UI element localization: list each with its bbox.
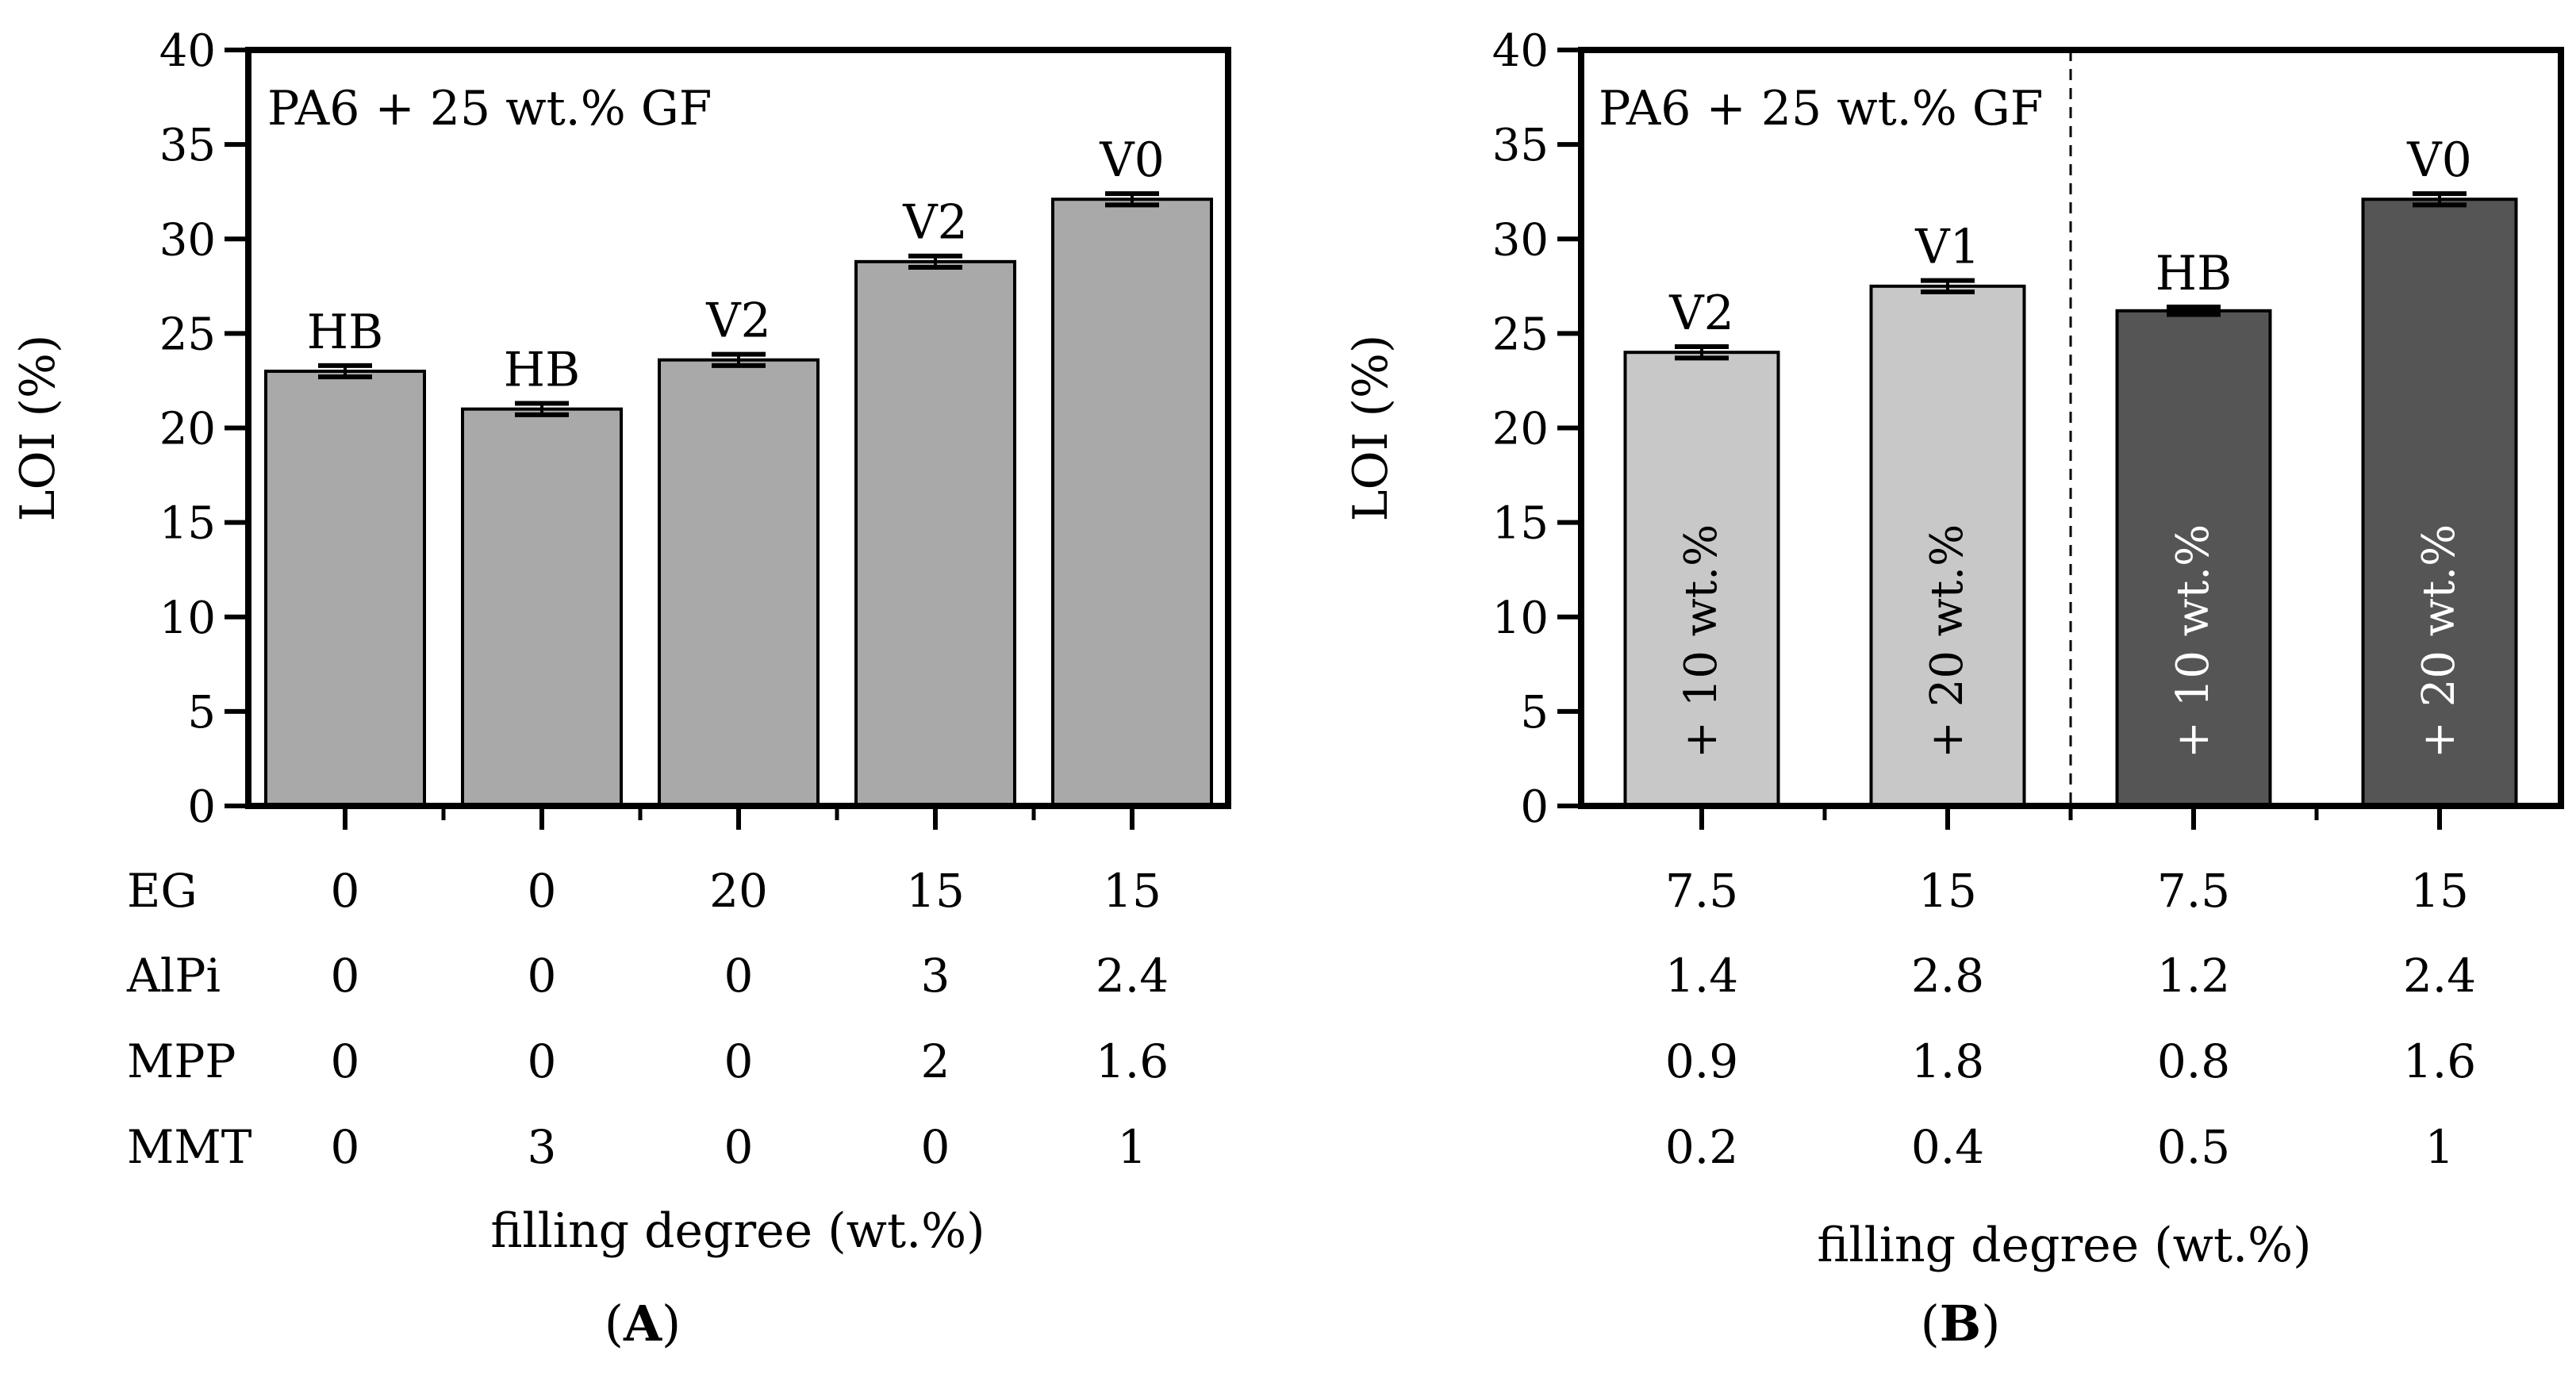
table-cell: 1.2 — [2157, 949, 2230, 1003]
bar — [658, 358, 820, 808]
y-tick-label: 35 — [159, 120, 216, 171]
table-cell: 0 — [331, 949, 360, 1003]
y-tick-label: 0 — [1520, 781, 1549, 833]
table-cell: 0.4 — [1911, 1120, 1984, 1174]
table-row-label: EG — [127, 864, 198, 918]
table-cell: 15 — [1918, 864, 1977, 918]
table-cell: 1.6 — [1096, 1034, 1169, 1088]
y-tick-label: 0 — [187, 781, 216, 833]
panel-label-open: ( — [605, 1295, 624, 1352]
table-cell: 0.2 — [1665, 1120, 1738, 1174]
y-axis-label: LOI (%) — [10, 335, 66, 522]
table-cell: 1 — [2425, 1120, 2455, 1174]
table-cell: 0 — [528, 864, 557, 918]
y-tick-label: 5 — [187, 687, 216, 739]
y-tick-label: 30 — [159, 214, 216, 266]
chart-panel-A: 0510152025303540HB0000HB0003V220000V2153… — [10, 25, 1231, 1352]
panel-label: (B) — [1921, 1295, 2001, 1352]
bar — [1051, 198, 1213, 808]
plot-frame — [1578, 47, 2564, 809]
table-cell: 0 — [724, 949, 754, 1003]
bar-inner-label: + 10 wt.% — [2167, 524, 2219, 758]
table-cell: 3 — [921, 949, 950, 1003]
y-tick-label: 15 — [1492, 498, 1549, 550]
table-cell: 0 — [331, 1034, 360, 1088]
y-tick-label: 40 — [1492, 25, 1549, 77]
table-cell: 15 — [1103, 864, 1161, 918]
bar — [264, 370, 426, 808]
table-cell: 0 — [528, 1034, 557, 1088]
plot-frame — [245, 47, 1231, 809]
table-cell: 0.5 — [2157, 1120, 2230, 1174]
bar-rating-label: V0 — [2406, 132, 2472, 188]
table-cell: 3 — [528, 1120, 557, 1174]
y-tick-label: 10 — [159, 593, 216, 644]
y-tick-label: 25 — [159, 309, 216, 360]
bar-inner-label: + 10 wt.% — [1676, 524, 1727, 758]
x-axis-label: filling degree (wt.%) — [1817, 1218, 2311, 1273]
table-cell: 2.4 — [2403, 949, 2476, 1003]
y-tick-label: 40 — [159, 25, 216, 77]
table-cell: 0.9 — [1665, 1034, 1738, 1088]
panel-label-open: ( — [1921, 1295, 1940, 1352]
bar — [1869, 284, 2026, 808]
bar-rating-label: HB — [504, 343, 580, 398]
bar-rating-label: V0 — [1099, 132, 1165, 188]
table-cell: 15 — [906, 864, 965, 918]
table-cell: 0 — [724, 1120, 754, 1174]
bar-inner-label: + 20 wt.% — [2413, 524, 2465, 758]
table-cell: 20 — [709, 864, 768, 918]
table-cell: 0 — [528, 949, 557, 1003]
y-tick-label: 10 — [1492, 593, 1549, 644]
panel-label-close: ) — [662, 1295, 681, 1352]
table-cell: 1.4 — [1665, 949, 1738, 1003]
table-cell: 2.4 — [1096, 949, 1169, 1003]
chart-annotation: PA6 + 25 wt.% GF — [1599, 81, 2043, 136]
bar-rating-label: V1 — [1914, 220, 1980, 275]
bar-rating-label: HB — [307, 305, 383, 360]
chart-panel-B: 0 5 10 15 20 25 30 35 40 V2 + 10 wt.% 7.5 1.4 0.9 0.2 V… — [1343, 25, 2564, 1352]
table-cell: 1.8 — [1911, 1034, 1984, 1088]
bar-rating-label: HB — [2156, 246, 2232, 301]
panel-label-letter: B — [1940, 1295, 1981, 1352]
y-tick-label: 35 — [1492, 120, 1549, 171]
y-tick-label: 20 — [1492, 404, 1549, 455]
panel-label-close: ) — [1981, 1295, 2000, 1352]
table-cell: 1.6 — [2403, 1034, 2476, 1088]
y-tick-label: 20 — [159, 404, 216, 455]
y-tick-label: 30 — [1492, 214, 1549, 266]
x-axis-label: filling degree (wt.%) — [490, 1203, 985, 1259]
table-row-label: MPP — [127, 1034, 236, 1088]
bar — [854, 259, 1016, 808]
y-tick-label: 25 — [1492, 309, 1549, 360]
table-row-label: AlPi — [126, 949, 221, 1003]
chart-annotation: PA6 + 25 wt.% GF — [267, 81, 712, 136]
table-cell: 0.8 — [2157, 1034, 2230, 1088]
table-cell: 0 — [331, 864, 360, 918]
bar-rating-label: V2 — [1668, 286, 1734, 341]
table-row-label: MMT — [127, 1120, 252, 1174]
y-axis-label: LOI (%) — [1343, 335, 1399, 522]
table-cell: 0 — [331, 1120, 360, 1174]
table-cell: 15 — [2410, 864, 2469, 918]
panel-label-letter: A — [623, 1295, 662, 1352]
bar — [1623, 351, 1780, 808]
bar-rating-label: V2 — [902, 195, 968, 251]
table-cell: 7.5 — [2157, 864, 2230, 918]
panel-label: (A) — [605, 1295, 681, 1352]
table-cell: 1 — [1118, 1120, 1147, 1174]
y-tick-label: 5 — [1520, 687, 1549, 739]
bar-inner-label: + 20 wt.% — [1921, 524, 1973, 758]
y-tick-label: 15 — [159, 498, 216, 550]
table-cell: 7.5 — [1665, 864, 1738, 918]
bar-rating-label: V2 — [705, 293, 771, 349]
bar — [461, 407, 623, 808]
table-cell: 0 — [724, 1034, 754, 1088]
table-cell: 0 — [921, 1120, 950, 1174]
table-cell: 2 — [921, 1034, 950, 1088]
table-cell: 2.8 — [1911, 949, 1984, 1003]
